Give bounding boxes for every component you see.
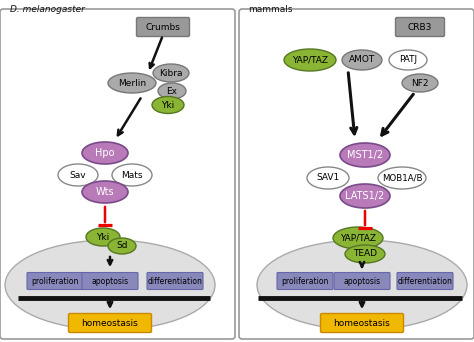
Text: Merlin: Merlin <box>118 79 146 88</box>
Text: MOB1A/B: MOB1A/B <box>382 173 422 183</box>
FancyBboxPatch shape <box>137 17 190 37</box>
Ellipse shape <box>342 50 382 70</box>
Ellipse shape <box>307 167 349 189</box>
FancyBboxPatch shape <box>277 273 333 289</box>
Ellipse shape <box>345 245 385 263</box>
FancyBboxPatch shape <box>82 273 138 289</box>
Text: Wts: Wts <box>96 187 114 197</box>
Text: Ex: Ex <box>166 87 177 95</box>
Text: CRB3: CRB3 <box>408 23 432 31</box>
Text: proliferation: proliferation <box>31 276 79 286</box>
Ellipse shape <box>86 228 120 246</box>
Ellipse shape <box>333 227 383 249</box>
FancyBboxPatch shape <box>0 9 235 339</box>
Ellipse shape <box>158 83 186 99</box>
Text: apoptosis: apoptosis <box>344 276 381 286</box>
Text: Crumbs: Crumbs <box>146 23 181 31</box>
FancyBboxPatch shape <box>27 273 83 289</box>
Text: SAV1: SAV1 <box>316 173 340 183</box>
Ellipse shape <box>340 143 390 167</box>
FancyBboxPatch shape <box>397 273 453 289</box>
Text: Hpo: Hpo <box>95 148 115 158</box>
Text: apoptosis: apoptosis <box>91 276 128 286</box>
Text: LATS1/2: LATS1/2 <box>346 191 384 201</box>
Ellipse shape <box>108 73 156 93</box>
Text: differentiation: differentiation <box>147 276 202 286</box>
Ellipse shape <box>152 96 184 114</box>
Ellipse shape <box>58 164 98 186</box>
Text: Sav: Sav <box>70 171 86 180</box>
Text: Mats: Mats <box>121 171 143 180</box>
Text: differentiation: differentiation <box>398 276 453 286</box>
Text: D. melanogaster: D. melanogaster <box>10 5 85 14</box>
Text: TEAD: TEAD <box>353 250 377 259</box>
Ellipse shape <box>389 50 427 70</box>
Ellipse shape <box>378 167 426 189</box>
FancyBboxPatch shape <box>320 314 403 332</box>
Ellipse shape <box>257 240 467 330</box>
Text: Sd: Sd <box>116 241 128 250</box>
FancyBboxPatch shape <box>239 9 474 339</box>
Text: homeostasis: homeostasis <box>82 318 138 328</box>
Text: AMOT: AMOT <box>349 55 375 65</box>
Text: proliferation: proliferation <box>281 276 328 286</box>
FancyBboxPatch shape <box>395 17 445 37</box>
Ellipse shape <box>82 142 128 164</box>
Ellipse shape <box>284 49 336 71</box>
Text: PATJ: PATJ <box>399 55 417 65</box>
FancyBboxPatch shape <box>69 314 152 332</box>
Ellipse shape <box>402 74 438 92</box>
Text: Yki: Yki <box>96 233 109 241</box>
Ellipse shape <box>340 184 390 208</box>
Ellipse shape <box>153 64 189 82</box>
Text: Yki: Yki <box>161 101 174 109</box>
FancyBboxPatch shape <box>147 273 203 289</box>
Text: mammals: mammals <box>248 5 292 14</box>
Ellipse shape <box>5 240 215 330</box>
Text: YAP/TAZ: YAP/TAZ <box>340 234 376 242</box>
Ellipse shape <box>108 238 136 254</box>
Ellipse shape <box>112 164 152 186</box>
Text: YAP/TAZ: YAP/TAZ <box>292 55 328 65</box>
FancyBboxPatch shape <box>334 273 390 289</box>
Text: homeostasis: homeostasis <box>334 318 391 328</box>
Text: NF2: NF2 <box>411 79 429 88</box>
Text: Kibra: Kibra <box>159 68 183 78</box>
Text: MST1/2: MST1/2 <box>347 150 383 160</box>
Ellipse shape <box>82 181 128 203</box>
